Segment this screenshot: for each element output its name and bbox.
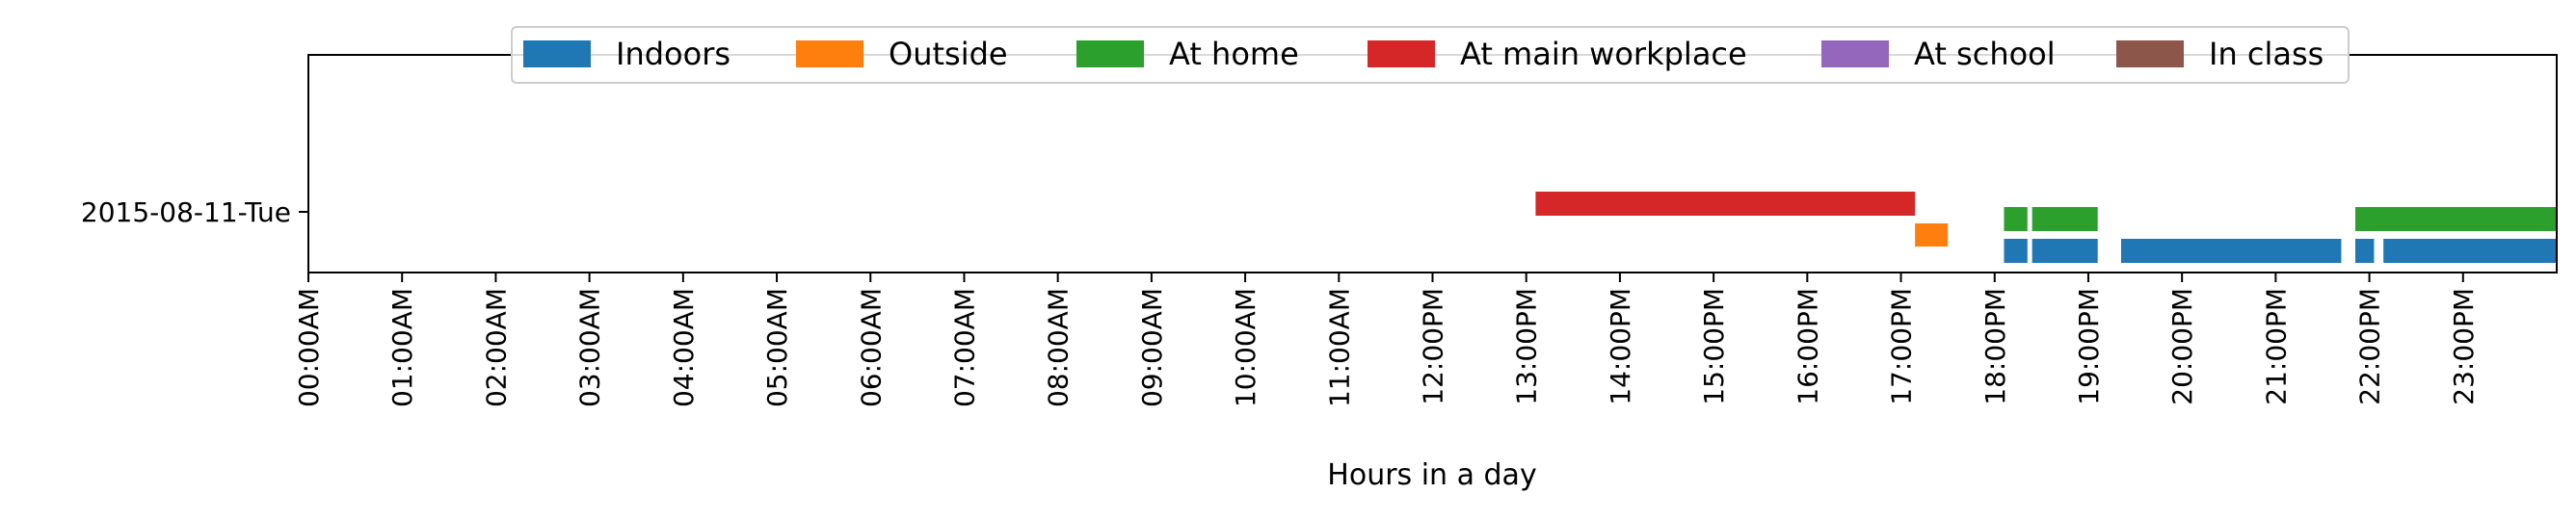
x-tick-label: 00:00AM xyxy=(293,288,325,407)
x-tick-label: 10:00AM xyxy=(1230,288,1261,407)
bar-indoors xyxy=(2120,239,2342,263)
x-tick-label: 17:00PM xyxy=(1886,288,1918,405)
y-tick-label: 2015-08-11-Tue xyxy=(81,196,291,228)
bar-indoors xyxy=(2355,239,2375,263)
bar-indoors xyxy=(2032,239,2098,263)
x-tick-label: 04:00AM xyxy=(668,288,700,407)
x-tick-label: 01:00AM xyxy=(386,288,418,407)
x-axis: 00:00AM 01:00AM 02:00AM 03:00AM 04:00AM 05:00… xyxy=(293,273,2480,407)
x-tick-label: 03:00AM xyxy=(574,288,606,407)
legend-swatch xyxy=(1368,40,1435,67)
legend-label: At school xyxy=(1914,36,2056,72)
y-axis: 2015-08-11-Tue xyxy=(81,196,308,228)
x-axis-label: Hours in a day xyxy=(1327,458,1536,492)
bar-at-home xyxy=(2004,207,2028,231)
x-tick-label: 13:00PM xyxy=(1511,288,1543,405)
legend-label: At main workplace xyxy=(1460,36,1747,72)
legend-swatch xyxy=(1821,40,1889,67)
x-tick-label: 06:00AM xyxy=(855,288,887,407)
x-tick-label: 09:00AM xyxy=(1136,288,1168,407)
legend-label: Outside xyxy=(889,36,1008,72)
activity-bars xyxy=(1535,192,2557,263)
x-tick-label: 02:00AM xyxy=(480,288,512,407)
bar-indoors xyxy=(2004,239,2028,263)
bar-at-home xyxy=(2355,207,2557,231)
x-tick-label: 18:00PM xyxy=(1979,288,2011,405)
x-tick-label: 16:00PM xyxy=(1792,288,1823,405)
bar-at-home xyxy=(2032,207,2098,231)
legend-swatch xyxy=(2116,40,2184,67)
legend-swatch xyxy=(1076,40,1144,67)
x-tick-label: 12:00PM xyxy=(1418,288,1449,405)
legend-label: In class xyxy=(2209,36,2324,72)
x-tick-label: 05:00AM xyxy=(761,288,793,407)
x-tick-label: 21:00PM xyxy=(2260,288,2292,405)
x-tick-label: 14:00PM xyxy=(1605,288,1636,405)
legend-swatch xyxy=(523,40,591,67)
legend-label: At home xyxy=(1169,36,1299,72)
x-tick-label: 15:00PM xyxy=(1698,288,1730,405)
legend-label: Indoors xyxy=(616,36,730,72)
x-tick-label: 19:00PM xyxy=(2073,288,2105,405)
x-tick-label: 20:00PM xyxy=(2166,288,2198,405)
legend-swatch xyxy=(796,40,863,67)
bar-indoors xyxy=(2383,239,2557,263)
x-tick-label: 11:00AM xyxy=(1323,288,1355,407)
bar-at-main-workplace xyxy=(1535,192,1916,216)
x-tick-label: 08:00AM xyxy=(1043,288,1075,407)
x-tick-label: 23:00PM xyxy=(2448,288,2480,405)
bar-outside xyxy=(1915,223,1949,247)
x-tick-label: 07:00AM xyxy=(948,288,980,407)
legend: Indoors Outside At home At main workplace At… xyxy=(511,26,2350,84)
x-tick-label: 22:00PM xyxy=(2354,288,2386,405)
